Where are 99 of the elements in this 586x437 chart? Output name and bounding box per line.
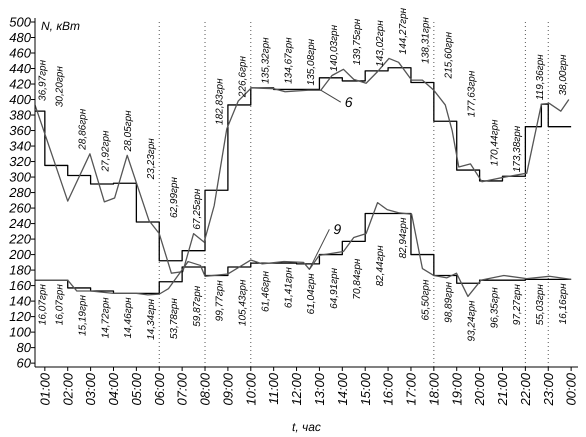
y-tick-label: 60 xyxy=(16,356,32,371)
y-tick-label: 340 xyxy=(9,138,32,154)
annotation: 16,07грн xyxy=(37,284,48,326)
annotation: 53,78грн xyxy=(168,298,180,340)
annotation: 67,25грн xyxy=(192,188,203,230)
y-tick-label: 100 xyxy=(9,324,32,340)
y-tick-label: 280 xyxy=(8,185,32,200)
x-tick-label: 11:00 xyxy=(266,372,282,405)
y-tick-label: 380 xyxy=(9,108,32,123)
annotation: 140,03грн xyxy=(329,24,340,72)
annotation: 61,41грн xyxy=(283,266,294,308)
annotation: 82,94грн xyxy=(398,217,409,259)
annotation: 135,08грн xyxy=(306,38,318,86)
y-tick-label: 420 xyxy=(9,76,32,92)
annotation: 23,23грн xyxy=(146,138,158,180)
x-tick-label: 16:00 xyxy=(380,372,396,406)
annotation: 119,36грн xyxy=(535,54,546,100)
x-tick-label: 01:00 xyxy=(37,372,52,406)
annotation: 59,87грн xyxy=(192,285,203,327)
x-tick-label: 02:00 xyxy=(60,372,76,406)
x-tick-label: 21:00 xyxy=(495,372,510,407)
x-axis-title: t, час xyxy=(292,420,321,434)
x-tick-label: 00:00 xyxy=(564,372,579,406)
y-tick-label: 440 xyxy=(9,61,32,76)
annotation: 62,99грн xyxy=(168,176,180,218)
annotation: 170,44грн xyxy=(489,119,500,166)
x-tick-label: 06:00 xyxy=(152,372,167,406)
x-tick-label: 03:00 xyxy=(83,372,98,406)
annotation: 14,72грн xyxy=(100,296,112,338)
y-tick-label: 460 xyxy=(9,46,32,61)
annotation: 38,00грн xyxy=(558,54,569,96)
x-tick-label: 23:00 xyxy=(540,372,556,407)
x-tick-label: 08:00 xyxy=(198,372,213,406)
x-tick-label: 19:00 xyxy=(449,372,464,406)
annotation: 16,16грн xyxy=(558,282,569,324)
annotation: 144,27грн xyxy=(398,7,409,54)
annotation: 30,20грн xyxy=(54,66,66,108)
annotation: 99,77грн xyxy=(214,280,226,322)
annotation: 16,07грн xyxy=(54,284,66,326)
x-tick-label: 12:00 xyxy=(289,372,304,406)
y-tick-label: 220 xyxy=(8,232,32,247)
y-tick-label: 180 xyxy=(9,262,32,278)
annotation: 14,46грн xyxy=(123,296,134,338)
annotation: 139,75грн xyxy=(352,18,363,66)
y-axis-title: N, кВт xyxy=(41,19,80,33)
x-tick-label: 13:00 xyxy=(312,372,327,406)
annotation: 173,38грн xyxy=(512,125,524,172)
annotation: 93,24грн xyxy=(466,300,478,342)
y-tick-label: 500 xyxy=(9,14,32,30)
x-tick-label: 15:00 xyxy=(358,372,373,406)
x-tick-label: 22:00 xyxy=(518,372,533,407)
y-tick-label: 160 xyxy=(9,278,32,294)
annotation: 97,27грн xyxy=(512,284,524,326)
x-tick-label: 20:00 xyxy=(472,372,488,407)
y-tick-label: 200 xyxy=(8,247,32,262)
annotation: 138,31грн xyxy=(420,16,432,64)
annotation: 64,91грн xyxy=(329,267,340,309)
x-tick-label: 04:00 xyxy=(106,372,122,406)
x-tick-label: 05:00 xyxy=(128,372,144,406)
y-tick-label: 300 xyxy=(9,170,32,185)
annotation: 82,44грн xyxy=(374,244,386,286)
annotation: 28,86грн xyxy=(77,108,88,151)
y-tick-label: 320 xyxy=(9,154,32,170)
y-tick-label: 480 xyxy=(9,30,32,46)
annotation: 27,92грн xyxy=(100,130,112,173)
annotation: 28,05грн xyxy=(123,110,134,152)
annotation: 70,84грн xyxy=(352,258,363,300)
y-tick-label: 240 xyxy=(8,216,32,232)
y-tick-label: 80 xyxy=(16,340,32,356)
x-tick-label: 09:00 xyxy=(220,372,236,406)
annotation: 36,97грн xyxy=(37,59,48,101)
annotation: 215,60грн xyxy=(444,31,455,80)
annotation: 105,43грн xyxy=(238,279,249,326)
x-tick-label: 10:00 xyxy=(243,372,258,406)
y-tick-label: 140 xyxy=(9,294,32,309)
y-tick-label: 260 xyxy=(8,200,32,216)
annotation: 182,83грн xyxy=(214,78,226,125)
annotation: 134,67грн xyxy=(283,36,294,84)
x-tick-label: 14:00 xyxy=(334,372,350,406)
annotation: 61,04грн xyxy=(306,272,318,314)
annotation: 6 xyxy=(344,94,353,110)
annotation: 55,03грн xyxy=(535,284,546,326)
annotation: 226,6грн xyxy=(238,56,249,98)
annotation: 96,35грн xyxy=(489,286,500,328)
annotation: 15,19грн xyxy=(77,294,88,336)
annotation: 98,89грн xyxy=(444,281,455,323)
y-tick-label: 360 xyxy=(9,123,32,138)
annotation: 135,32грн xyxy=(260,36,272,84)
annotation: 61,46грн xyxy=(260,270,272,312)
x-tick-label: 18:00 xyxy=(426,372,442,406)
x-tick-label: 07:00 xyxy=(174,372,190,406)
annotation: 14,34грн xyxy=(146,298,158,340)
annotation: 177,63грн xyxy=(466,70,478,118)
y-tick-label: 120 xyxy=(9,309,32,324)
annotation: 9 xyxy=(333,221,342,238)
annotation: 65,50грн xyxy=(420,279,432,321)
x-tick-label: 17:00 xyxy=(404,372,419,406)
annotation: 143,02грн xyxy=(374,20,386,67)
y-tick-label: 400 xyxy=(9,92,32,108)
